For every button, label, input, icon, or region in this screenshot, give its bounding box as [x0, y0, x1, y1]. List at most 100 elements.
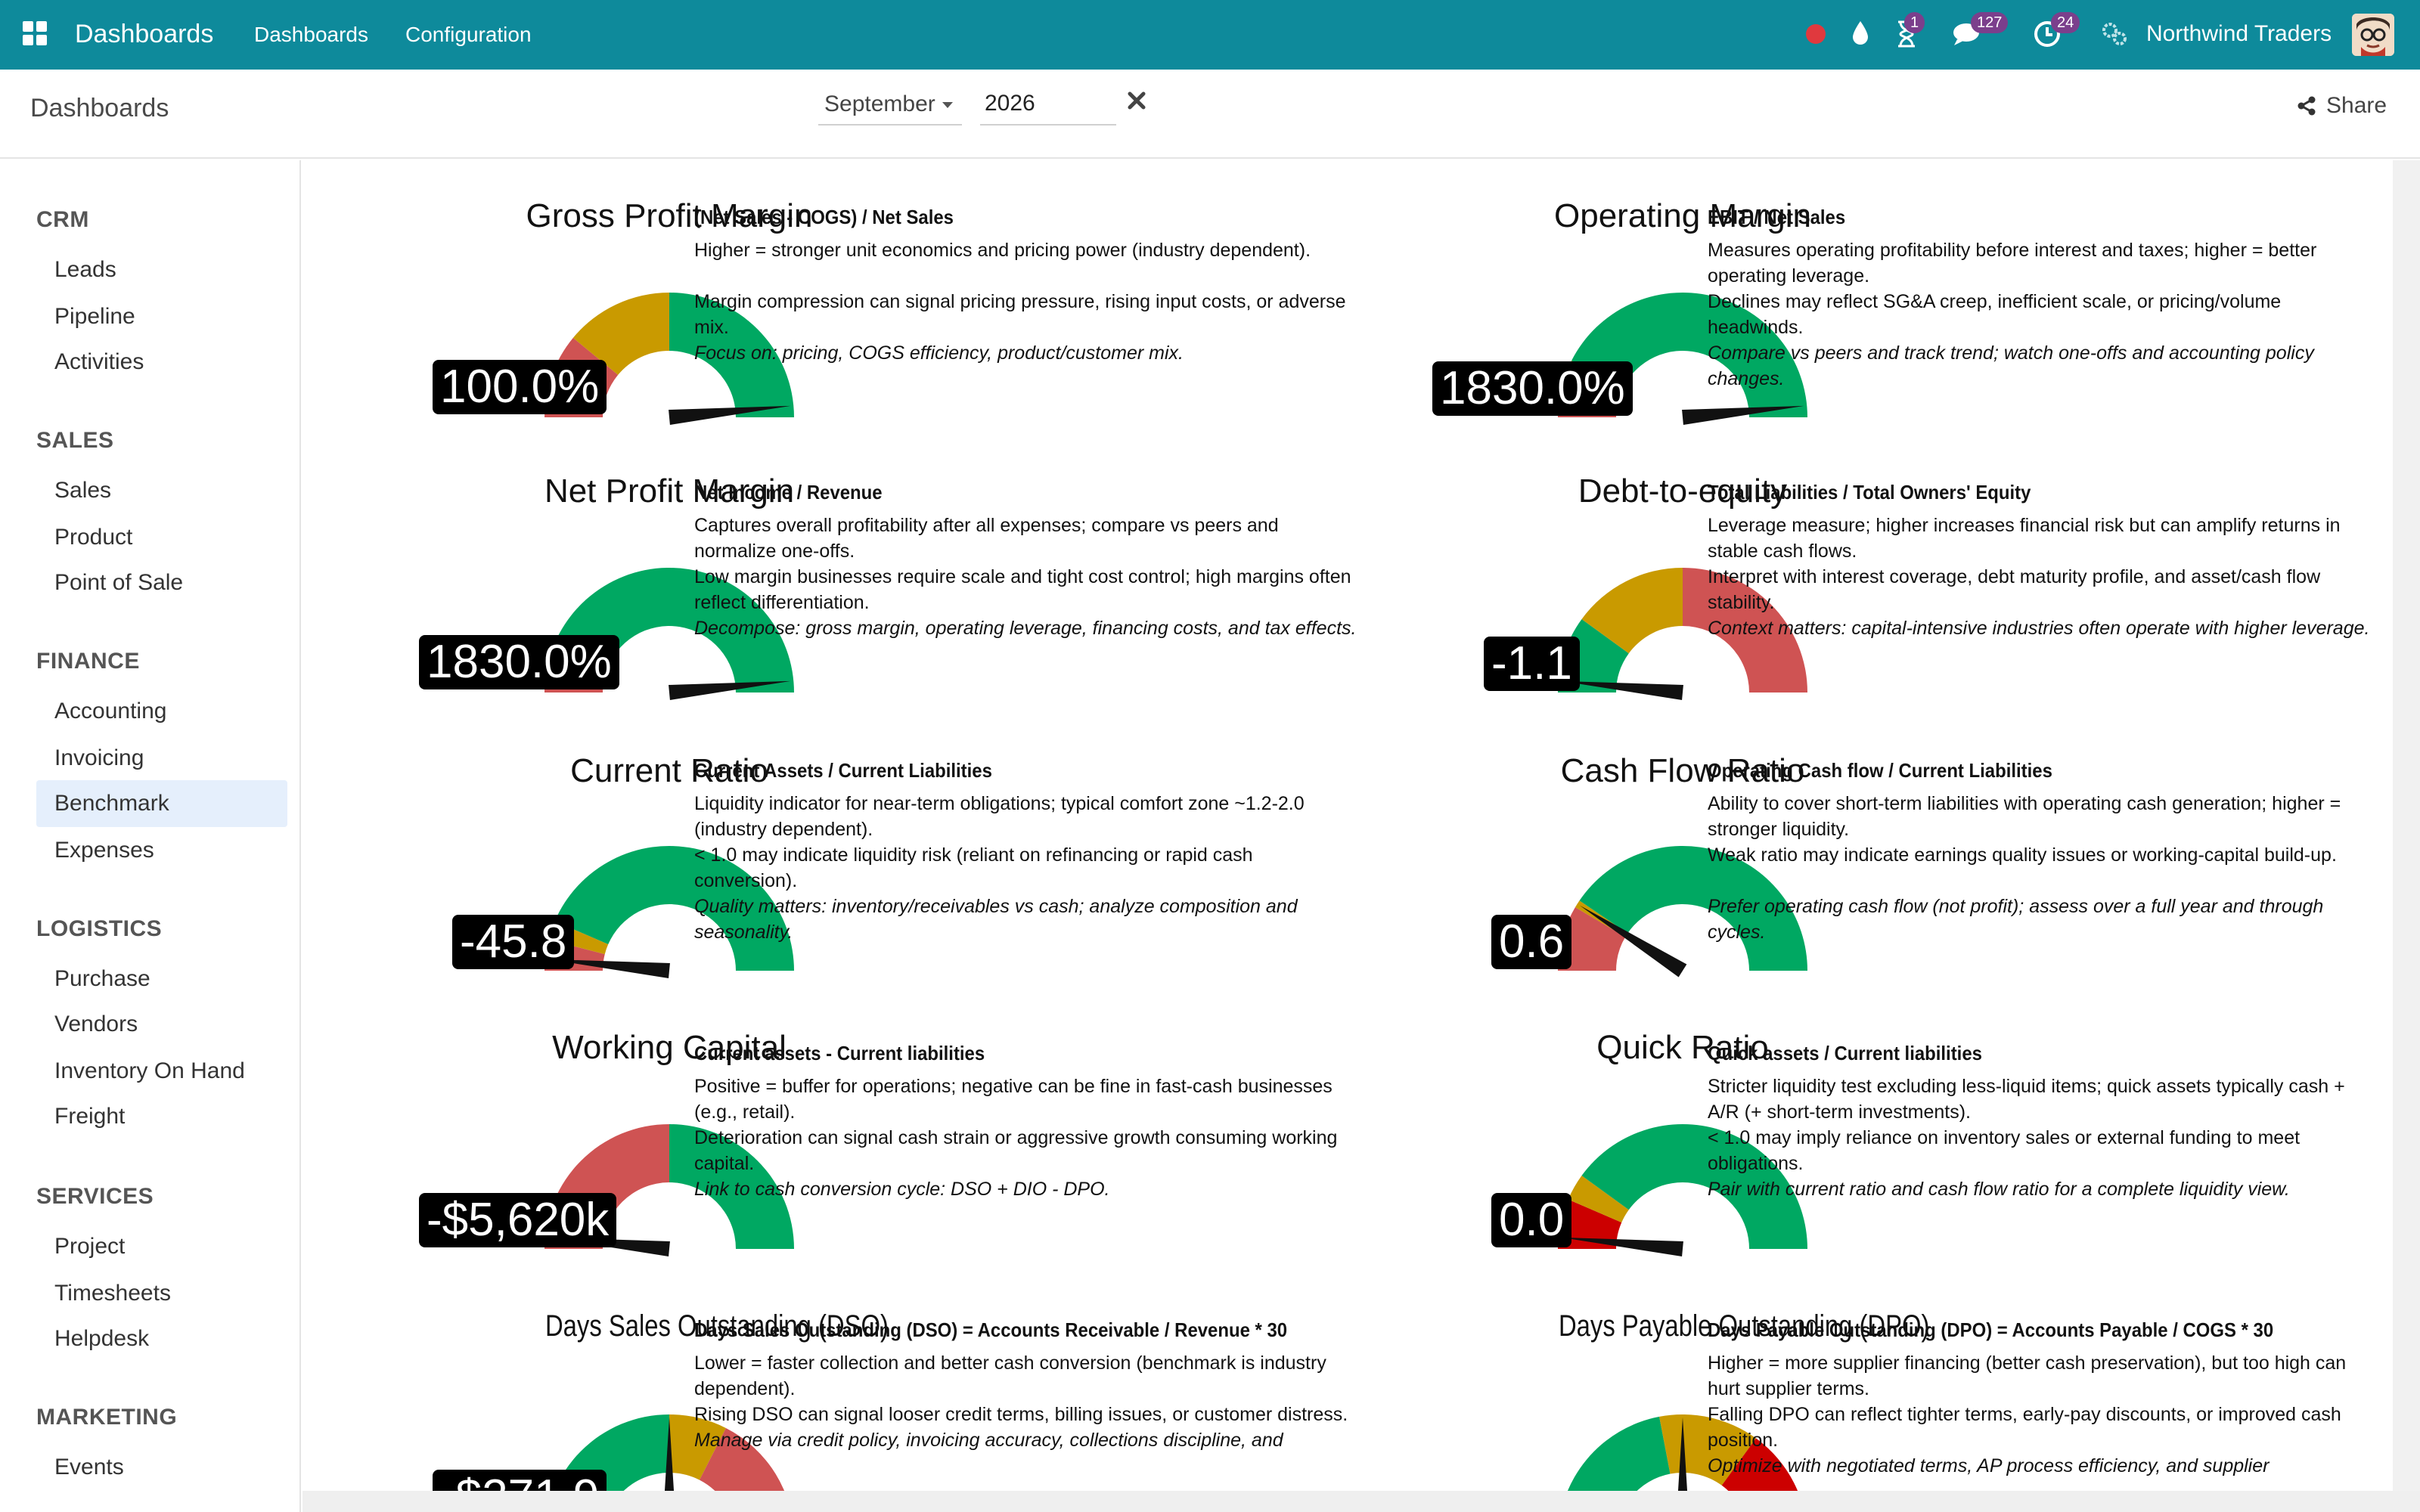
kpi-focus-note: Decompose: gross margin, operating lever…: [694, 618, 1357, 639]
gauge-needle: [1677, 1418, 1688, 1491]
sidebar-item-point-of-sale[interactable]: Point of Sale: [54, 570, 184, 595]
kpi-formula: Current Assets / Current Liabilities: [694, 759, 992, 782]
sidebar-item-timesheets[interactable]: Timesheets: [54, 1281, 171, 1306]
sidebar-item-expenses[interactable]: Expenses: [54, 838, 154, 863]
kpi-desc-debt-to-equity: Total Liabilities / Total Owners' Equity…: [1708, 479, 2373, 641]
kpi-desc-line: Positive = buffer for operations; negati…: [694, 1076, 1333, 1123]
kpi-focus-note: Context matters: capital-intensive indus…: [1708, 618, 2370, 639]
sidebar-item-activities[interactable]: Activities: [54, 349, 144, 374]
gauge-band: [1579, 846, 1807, 971]
gauge-band: [1571, 292, 1807, 417]
kpi-focus-note: Optimize with negotiated terms, AP proce…: [1708, 1455, 2270, 1476]
kpi-desc-operating-margin: EBIT / Net Sales Measures operating prof…: [1708, 204, 2373, 392]
share-button[interactable]: Share: [2296, 89, 2387, 122]
kpi-desc-line: Measures operating profitability before …: [1708, 240, 2317, 287]
messages-badge: 127: [1971, 12, 2009, 33]
gauge-quick-ratio: [1558, 1124, 1807, 1256]
gauge-band: [1581, 568, 1683, 654]
vertical-scrollbar[interactable]: [2393, 160, 2420, 1491]
kpi-focus-note: Manage via credit policy, invoicing accu…: [694, 1430, 1283, 1451]
gauge-band: [669, 1414, 726, 1480]
drop-icon[interactable]: [1850, 20, 1871, 47]
sidebar-item-purchase[interactable]: Purchase: [54, 966, 150, 991]
clear-filter-icon[interactable]: [1125, 89, 1148, 112]
kpi-title-debt-to-equity: Debt-to-equity: [1578, 472, 1788, 510]
sidebar-item-leads[interactable]: Leads: [54, 257, 116, 282]
kpi-formula: Total Liabilities / Total Owners' Equity: [1708, 481, 2031, 503]
sidebar-item-pipeline[interactable]: Pipeline: [54, 304, 135, 329]
kpi-desc-line: Leverage measure; higher increases finan…: [1708, 515, 2341, 562]
kpi-title-quick-ratio: Quick Ratio: [1596, 1029, 1769, 1066]
kpi-focus-note: Quality matters: inventory/receivables v…: [694, 896, 1298, 943]
share-label: Share: [2326, 93, 2387, 118]
kpi-desc-line: Liquidity indicator for near-term obliga…: [694, 793, 1305, 840]
kpi-value-operating-margin: 1830.0%: [1432, 361, 1633, 416]
menu-dashboards[interactable]: Dashboards: [254, 23, 368, 46]
sidebar-section-crm: CRM: [36, 207, 89, 232]
kpi-title-operating-margin: Operating Margin: [1554, 197, 1811, 234]
kpi-formula: EBIT / Net Sales: [1708, 206, 1846, 228]
sidebar-item-events[interactable]: Events: [54, 1455, 124, 1479]
recording-dot-icon[interactable]: [1806, 24, 1826, 44]
activity-badge: 1: [1904, 12, 1925, 33]
kpi-focus-note: Pair with current ratio and cash flow ra…: [1708, 1179, 2290, 1200]
sidebar: CRM Leads Pipeline Activities SALES Sale…: [0, 160, 301, 1512]
caret-down-icon: [942, 102, 953, 108]
gauge-band: [1558, 907, 1626, 971]
gauge-band: [551, 568, 794, 692]
horizontal-scrollbar[interactable]: [302, 1491, 2420, 1512]
kpi-desc-line: Deterioration can signal cash strain or …: [694, 1127, 1338, 1174]
sidebar-item-helpdesk[interactable]: Helpdesk: [54, 1326, 150, 1351]
sidebar-item-project[interactable]: Project: [54, 1234, 126, 1259]
month-select[interactable]: September: [818, 83, 962, 125]
kpi-desc-quick-ratio: Quick assets / Current liabilities Stric…: [1708, 1040, 2373, 1202]
kpi-formula: Current assets - Current liabilities: [694, 1042, 985, 1064]
kpi-focus-note: Link to cash conversion cycle: DSO + DIO…: [694, 1179, 1110, 1200]
gauge-needle: [669, 405, 791, 425]
sidebar-item-invoicing[interactable]: Invoicing: [54, 745, 144, 770]
company-switcher[interactable]: Northwind Traders: [2146, 21, 2332, 46]
sidebar-item-freight[interactable]: Freight: [54, 1104, 126, 1129]
sidebar-item-vendors[interactable]: Vendors: [54, 1012, 138, 1036]
clock-icon[interactable]: [2033, 20, 2062, 48]
gauge-needle: [664, 1418, 675, 1491]
sidebar-item-benchmark[interactable]: Benchmark: [36, 780, 287, 827]
menu-configuration[interactable]: Configuration: [405, 23, 532, 46]
kpi-value-gross-profit-margin: 100.0%: [433, 360, 607, 414]
gauge-cash-flow-ratio: [1558, 846, 1807, 978]
kpi-value-current-ratio: -45.8: [452, 915, 575, 969]
benchmark-dashboard: Gross Profit Margin 100.0% (Net Sales - …: [302, 160, 2393, 1491]
gauge-band: [554, 846, 794, 971]
sidebar-item-accounting[interactable]: Accounting: [54, 699, 167, 723]
sidebar-section-finance: FINANCE: [36, 649, 140, 674]
kpi-formula: Days Payable Outstanding (DPO) = Account…: [1708, 1318, 2274, 1341]
kpi-value-quick-ratio: 0.0: [1491, 1193, 1572, 1247]
kpi-focus-note: Prefer operating cash flow (not profit);…: [1708, 896, 2324, 943]
sidebar-item-product[interactable]: Product: [54, 525, 133, 550]
gauge-needle: [1561, 1237, 1683, 1256]
gauge-band: [1568, 1176, 1629, 1223]
kpi-desc-line: Interpret with interest coverage, debt m…: [1708, 566, 2321, 613]
apps-grid-icon[interactable]: [23, 21, 48, 47]
kpi-desc-cash-flow-ratio: Operating Cash flow / Current Liabilitie…: [1708, 758, 2373, 945]
sidebar-item-sales[interactable]: Sales: [54, 478, 112, 503]
kpi-value-net-profit-margin: 1830.0%: [419, 635, 619, 689]
app-brand[interactable]: Dashboards: [75, 20, 214, 48]
kpi-desc-line: Captures overall profitability after all…: [694, 515, 1279, 562]
settings-gears-icon[interactable]: [2101, 21, 2128, 47]
year-input[interactable]: [980, 83, 1116, 125]
gauge-band: [1558, 1199, 1622, 1249]
gauge-band: [699, 1427, 785, 1491]
gauge-band: [572, 293, 669, 375]
kpi-focus-note: Compare vs peers and track trend; watch …: [1708, 342, 2314, 389]
kpi-desc-gross-profit-margin: (Net Sales - COGS) / Net Sales Higher = …: [694, 204, 1360, 366]
gauge-band: [1567, 1416, 1671, 1491]
gauge-needle: [548, 959, 670, 978]
user-avatar[interactable]: [2352, 14, 2394, 56]
gauge-dpo: [1567, 1414, 1798, 1491]
sidebar-item-inventory-on-hand[interactable]: Inventory On Hand: [54, 1058, 245, 1083]
gauge-band: [669, 293, 794, 417]
clock-badge: 24: [2051, 12, 2080, 33]
kpi-value-cash-flow-ratio: 0.6: [1491, 915, 1572, 969]
sidebar-section-sales: SALES: [36, 428, 114, 453]
